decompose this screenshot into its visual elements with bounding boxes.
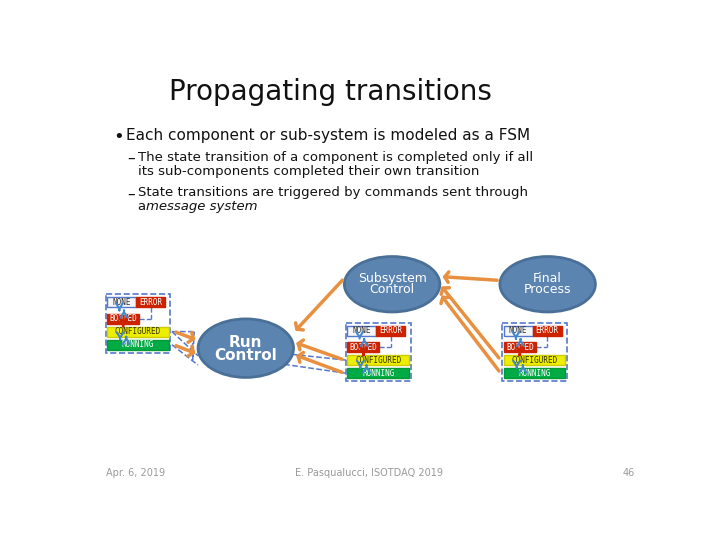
Bar xyxy=(107,298,136,307)
Bar xyxy=(533,326,562,336)
Text: NONE: NONE xyxy=(509,326,528,335)
Bar xyxy=(348,355,409,365)
Ellipse shape xyxy=(344,256,440,312)
Bar xyxy=(136,298,165,307)
Text: NONE: NONE xyxy=(353,326,372,335)
Text: ERROR: ERROR xyxy=(139,298,162,307)
Text: Process: Process xyxy=(524,283,572,296)
Bar xyxy=(346,323,410,381)
Text: 46: 46 xyxy=(622,468,634,478)
Text: NONE: NONE xyxy=(112,298,131,307)
Bar xyxy=(503,323,567,381)
Text: a: a xyxy=(138,200,150,213)
Text: E. Pasqualucci, ISOTDAQ 2019: E. Pasqualucci, ISOTDAQ 2019 xyxy=(295,468,443,478)
Text: Control: Control xyxy=(215,348,277,362)
Text: BOOTED: BOOTED xyxy=(506,342,534,352)
Text: Subsystem: Subsystem xyxy=(358,272,426,285)
Bar xyxy=(504,368,565,378)
Text: Run: Run xyxy=(229,335,263,350)
Text: RUNNING: RUNNING xyxy=(122,340,154,349)
Ellipse shape xyxy=(198,319,294,377)
Bar xyxy=(348,368,409,378)
Bar xyxy=(348,326,377,336)
Text: its sub-components completed their own transition: its sub-components completed their own t… xyxy=(138,165,480,178)
Text: Propagating transitions: Propagating transitions xyxy=(169,78,492,106)
Bar xyxy=(348,342,379,352)
Text: CONFIGURED: CONFIGURED xyxy=(115,327,161,336)
Text: ERROR: ERROR xyxy=(379,326,402,335)
Text: RUNNING: RUNNING xyxy=(518,369,551,377)
Bar xyxy=(504,326,533,336)
Text: Each component or sub-system is modeled as a FSM: Each component or sub-system is modeled … xyxy=(126,128,530,143)
Text: •: • xyxy=(113,128,124,146)
Bar xyxy=(107,327,168,336)
Text: Final: Final xyxy=(534,272,562,285)
Bar xyxy=(106,294,171,353)
Text: Apr. 6, 2019: Apr. 6, 2019 xyxy=(106,468,165,478)
Bar xyxy=(504,342,536,352)
Text: message system: message system xyxy=(146,200,258,213)
Bar xyxy=(377,326,405,336)
Text: ERROR: ERROR xyxy=(536,326,559,335)
Bar xyxy=(107,314,139,323)
Text: –: – xyxy=(127,186,135,201)
Text: RUNNING: RUNNING xyxy=(362,369,395,377)
Text: BOOTED: BOOTED xyxy=(109,314,137,323)
Text: Control: Control xyxy=(369,283,415,296)
Bar xyxy=(504,355,565,365)
Text: BOOTED: BOOTED xyxy=(350,342,377,352)
Text: –: – xyxy=(127,151,135,166)
Text: CONFIGURED: CONFIGURED xyxy=(355,356,401,364)
Text: The state transition of a component is completed only if all: The state transition of a component is c… xyxy=(138,151,533,164)
Text: CONFIGURED: CONFIGURED xyxy=(511,356,558,364)
Bar xyxy=(107,340,168,350)
Text: State transitions are triggered by commands sent through: State transitions are triggered by comma… xyxy=(138,186,528,199)
Ellipse shape xyxy=(500,256,595,312)
